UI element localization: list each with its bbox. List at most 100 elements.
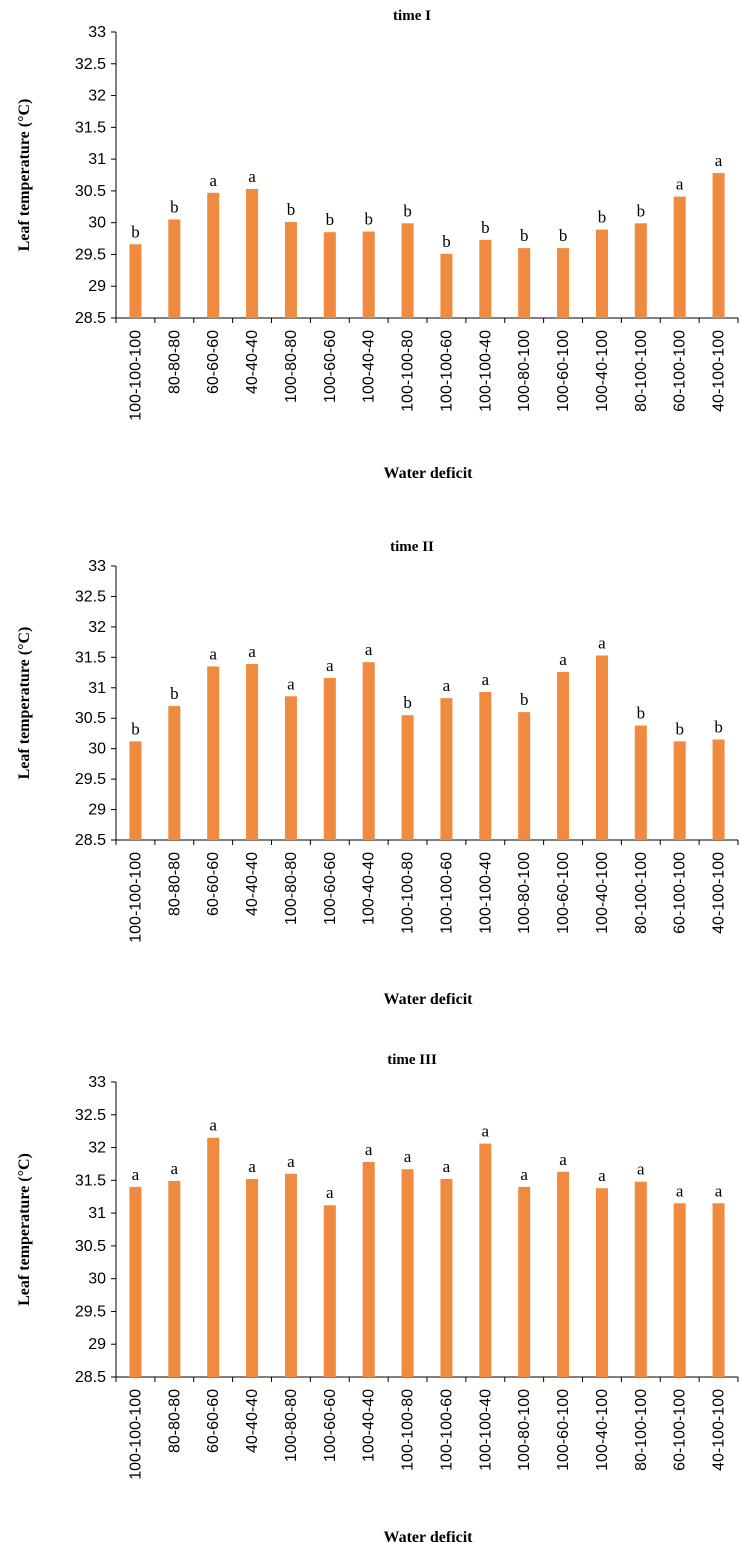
bar (557, 1171, 570, 1377)
chart-title: time I (393, 8, 431, 24)
y-tick-label: 31 (88, 1205, 106, 1222)
chart-panel-2: time II Leaf temperature (°C) 28.5 29 29.5 30… (16, 539, 739, 1008)
x-tick-label: 100-100-80 (400, 852, 417, 934)
bar (518, 1186, 531, 1377)
bar (673, 741, 686, 840)
x-tick-label: 100-60-60 (322, 330, 339, 403)
bar (284, 222, 297, 318)
significance-label: a (171, 1159, 179, 1178)
bar (168, 1180, 181, 1377)
x-tick-label: 80-100-100 (633, 852, 650, 934)
x-tick-label: 100-60-100 (555, 330, 572, 412)
x-tick-label: 80-80-80 (166, 1389, 183, 1453)
bar (673, 196, 686, 318)
x-tick-label: 100-40-100 (594, 852, 611, 934)
x-tick-label: 100-40-40 (361, 330, 378, 403)
x-tick-label: 100-100-60 (438, 1389, 455, 1471)
x-tick-label: 80-80-80 (166, 330, 183, 394)
y-tick-label: 30 (88, 741, 106, 758)
x-tick-label: 100-80-80 (283, 330, 300, 403)
significance-label: a (676, 175, 684, 194)
significance-label: a (482, 670, 490, 689)
bar (479, 1143, 492, 1377)
x-tick-label: 40-40-40 (244, 1389, 261, 1453)
x-tick-label: 100-80-100 (516, 852, 533, 934)
y-tick-label: 32.5 (75, 1107, 106, 1124)
significance-label: a (287, 674, 295, 693)
significance-label: a (248, 642, 256, 661)
significance-label: a (365, 1140, 373, 1159)
x-tick-label: 100-40-100 (594, 1389, 611, 1471)
bar (440, 698, 453, 840)
x-tick-label: 100-80-100 (516, 1389, 533, 1471)
y-tick-label: 30.5 (75, 183, 106, 200)
bar (246, 664, 259, 840)
y-tick-label: 30 (88, 215, 106, 232)
bar (401, 715, 414, 840)
bar (712, 739, 725, 840)
significance-label: b (170, 684, 179, 703)
significance-label: b (403, 201, 412, 220)
bar (634, 223, 647, 318)
bar (673, 1203, 686, 1377)
y-axis-label: Leaf temperature (°C) (16, 1153, 33, 1306)
bar (479, 692, 492, 840)
x-tick-label: 100-80-80 (283, 1389, 300, 1462)
x-tick-label: 40-100-100 (711, 1389, 728, 1471)
significance-label: b (598, 208, 607, 227)
y-tick-label: 32.5 (75, 56, 106, 73)
x-tick-label: 100-80-100 (516, 330, 533, 412)
significance-label: b (442, 232, 451, 251)
x-tick-label: 60-100-100 (672, 330, 689, 412)
significance-label: b (520, 226, 529, 245)
x-tick-label: 40-40-40 (244, 852, 261, 916)
x-tick-label: 100-100-40 (477, 330, 494, 412)
significance-label: a (326, 1183, 334, 1202)
y-tick-label: 28.5 (75, 310, 106, 327)
significance-label: b (403, 693, 412, 712)
bar (207, 1137, 220, 1377)
bar (246, 1179, 259, 1377)
x-tick-label: 80-100-100 (633, 330, 650, 412)
bar (168, 219, 181, 318)
bar (440, 1179, 453, 1377)
significance-label: b (326, 210, 335, 229)
bar (323, 232, 336, 318)
bar (712, 1203, 725, 1377)
bar (557, 248, 570, 318)
x-axis-label: Water deficit (383, 1529, 473, 1546)
significance-label: a (715, 1181, 723, 1200)
bar (401, 1169, 414, 1377)
x-tick-label: 60-100-100 (672, 852, 689, 934)
significance-label: a (637, 1160, 645, 1179)
bar (518, 248, 531, 318)
significance-label: a (715, 151, 723, 170)
x-tick-label: 80-80-80 (166, 852, 183, 916)
bar (284, 696, 297, 840)
x-axis-label: Water deficit (383, 465, 473, 482)
x-tick-label: 100-100-60 (438, 330, 455, 412)
significance-label: a (598, 634, 606, 653)
x-tick-label: 40-40-40 (244, 330, 261, 394)
y-tick-label: 32 (88, 619, 106, 636)
significance-label: b (714, 718, 723, 737)
y-tick-label: 32.5 (75, 588, 106, 605)
x-tick-label: 100-100-80 (400, 1389, 417, 1471)
x-tick-label: 80-100-100 (633, 1389, 650, 1471)
significance-label: b (559, 226, 568, 245)
significance-label: a (287, 1152, 295, 1171)
significance-label: b (131, 719, 140, 738)
bar (362, 662, 375, 840)
significance-label: a (404, 1147, 412, 1166)
y-tick-label: 33 (88, 558, 106, 575)
significance-label: b (481, 218, 490, 237)
x-tick-label: 40-100-100 (711, 852, 728, 934)
y-tick-label: 31.5 (75, 119, 106, 136)
x-tick-label: 100-100-60 (438, 852, 455, 934)
x-tick-label: 60-60-60 (205, 1389, 222, 1453)
significance-label: a (209, 171, 217, 190)
x-tick-label: 100-100-40 (477, 1389, 494, 1471)
chart-panel-1: time I Leaf temperature (°C) 28.5 29 29.5 30 3… (16, 8, 739, 482)
bar (712, 173, 725, 318)
